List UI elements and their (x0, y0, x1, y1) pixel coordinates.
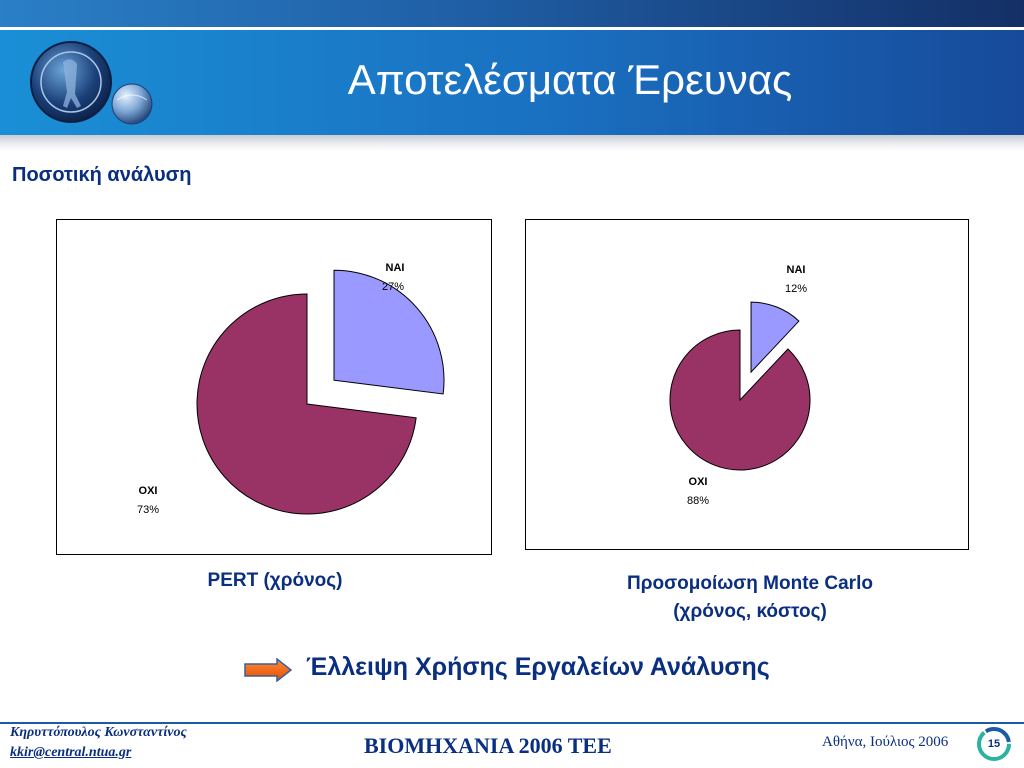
label-nai-category: ΝΑΙ (386, 262, 405, 274)
right-arrow-icon (244, 658, 293, 682)
pie-chart-monte-carlo: ΝΑΙ 12% ΟΧΙ 88% (525, 219, 969, 550)
chart-caption-monte-carlo: Προσομοίωση Monte Carlo (χρόνος, κόστος) (570, 570, 930, 626)
header-shadow (0, 135, 1024, 151)
header-band (0, 30, 1024, 135)
pie-slice-oxi (196, 293, 417, 515)
footer-place-date: Αθήνα, Ιούλιος 2006 (822, 734, 949, 750)
pie-chart-monte-carlo-svg: ΝΑΙ 12% ΟΧΙ 88% (669, 264, 811, 507)
footer-divider (0, 722, 1024, 724)
slide-title: Αποτελέσματα Έρευνας (347, 56, 793, 103)
header-divider (0, 27, 1024, 30)
pie-slice-oxi (669, 329, 811, 471)
pie-slice-nai (333, 269, 445, 395)
label-oxi-value: 88% (687, 495, 709, 507)
footer-email-link[interactable]: kkir@central.ntua.gr (10, 745, 132, 760)
caption-line-2: (χρόνος, κόστος) (673, 601, 827, 622)
footer-event: ΒΙΟΜΗΧΑΝΙΑ 2006 ΤΕΕ (364, 733, 612, 758)
page-number: 15 (987, 738, 1001, 750)
ntua-seal-logo (30, 41, 153, 125)
conclusion-text: Έλλειψη Χρήσης Εργαλείων Ανάλυσης (306, 653, 770, 681)
label-nai-value: 27% (382, 281, 404, 293)
page-number-badge (977, 727, 1011, 761)
label-oxi-value: 73% (137, 504, 159, 516)
label-oxi-category: ΟΧΙ (689, 476, 708, 488)
pie-chart-pert-svg: ΝΑΙ 27% ΟΧΙ 73% (137, 262, 445, 516)
label-nai-value: 12% (785, 283, 807, 295)
chart-caption-pert: PERT (χρόνος) (207, 570, 343, 591)
pie-chart-pert: ΝΑΙ 27% ΟΧΙ 73% (56, 219, 492, 555)
caption-line-1: Προσομοίωση Monte Carlo (627, 573, 873, 594)
label-nai-category: ΝΑΙ (787, 264, 806, 276)
header-top-bar (0, 0, 1024, 27)
section-subtitle: Ποσοτική ανάλυση (12, 164, 192, 186)
footer-author: Κηρυττόπουλος Κωνσταντίνος (10, 725, 187, 740)
pie-slice-nai (750, 301, 800, 374)
label-oxi-category: ΟΧΙ (139, 485, 158, 497)
